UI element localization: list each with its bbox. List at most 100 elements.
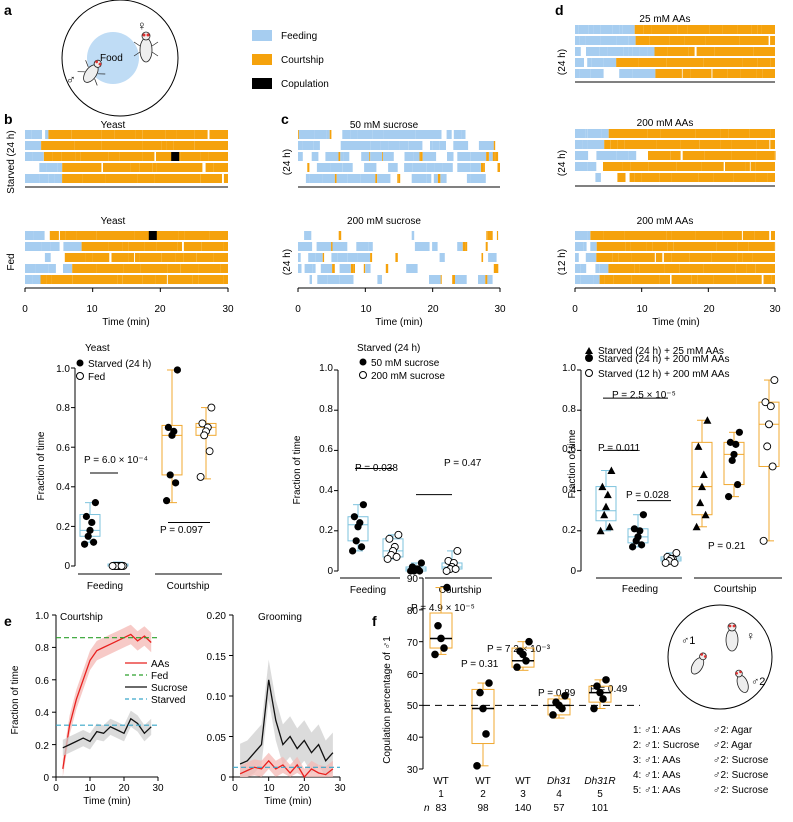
box-f-condition-number: 2	[480, 789, 486, 800]
raster-segment	[703, 58, 717, 67]
box-c-group-1: Courtship	[439, 585, 482, 596]
box-f-ylabel: Copulation percentage of ♂1	[382, 636, 393, 764]
raster-segment	[334, 174, 337, 183]
raster-segment	[360, 174, 376, 183]
raster-segment	[659, 275, 670, 284]
raster-segment	[725, 162, 746, 171]
raster-c-top-title: 50 mM sucrose	[350, 120, 419, 131]
raster-segment	[651, 25, 678, 34]
raster-segment	[25, 275, 33, 284]
raster-segment	[575, 58, 584, 67]
box-b-ytick-0: 0	[64, 561, 70, 572]
raster-segment	[40, 275, 47, 284]
raster-segment	[755, 173, 768, 182]
raster-d-mid-side: (24 h)	[557, 150, 568, 176]
raster-d-tick-10: 10	[636, 304, 648, 315]
raster-segment	[481, 163, 484, 172]
box-d-point	[770, 376, 779, 384]
raster-segment	[616, 58, 639, 67]
box-d-point	[670, 559, 679, 567]
raster-segment	[737, 25, 752, 34]
box-f-box	[471, 688, 495, 745]
raster-segment	[742, 253, 753, 262]
raster-segment	[596, 242, 620, 251]
raster-segment	[426, 163, 435, 172]
raster-segment	[309, 275, 312, 284]
raster-segment	[666, 231, 672, 240]
raster-segment	[604, 275, 614, 284]
raster-segment	[46, 163, 58, 172]
raster-segment	[770, 58, 775, 67]
raster-segment	[641, 173, 660, 182]
raster-segment	[630, 162, 649, 171]
box-b-legend-filled-marker	[76, 359, 84, 367]
box-f-point	[602, 676, 610, 684]
raster-segment	[575, 162, 588, 171]
raster-segment	[156, 163, 163, 172]
raster-segment	[48, 174, 55, 183]
raster-segment	[760, 36, 769, 45]
raster-segment	[485, 242, 488, 251]
raster-segment	[49, 141, 75, 150]
raster-segment	[589, 36, 601, 45]
raster-segment	[720, 140, 732, 149]
raster-segment	[622, 162, 630, 171]
raster-segment	[315, 253, 323, 262]
raster-segment	[465, 242, 468, 251]
raster-segment	[298, 152, 303, 161]
raster-segment	[447, 152, 454, 161]
raster-segment	[585, 36, 589, 45]
box-d-point	[761, 398, 770, 407]
arena-f-female-label: ♀	[746, 629, 755, 643]
raster-segment	[492, 152, 495, 161]
raster-segment	[587, 129, 593, 138]
panel-f-letter: f	[372, 613, 377, 629]
box-c-point	[358, 543, 366, 551]
raster-segment	[189, 163, 203, 172]
raster-segment	[634, 140, 657, 149]
raster-segment	[770, 129, 775, 138]
arena-a: Food ♀ ♂	[61, 0, 179, 117]
raster-segment	[117, 275, 123, 284]
box-d-point	[598, 482, 607, 491]
line-e1-xlabel: Time (min)	[83, 796, 130, 807]
raster-segment	[437, 174, 441, 183]
raster-segment	[575, 253, 579, 262]
raster-segment	[727, 69, 741, 78]
box-f-condition-number: 1	[438, 789, 444, 800]
raster-segment	[156, 152, 181, 161]
raster-segment	[350, 264, 354, 273]
raster-segment	[599, 264, 609, 273]
box-c-ylabel: Fraction of time	[292, 435, 303, 504]
raster-segment	[377, 275, 382, 284]
line-e1-legend-3: Starved	[151, 695, 185, 706]
box-c-point	[407, 567, 415, 575]
raster-segment	[180, 264, 199, 273]
box-f-point	[599, 695, 607, 703]
raster-segment	[200, 152, 209, 161]
raster-segment	[633, 69, 642, 78]
raster-segment	[470, 152, 487, 161]
raster-segment	[142, 141, 162, 150]
raster-segment	[575, 231, 588, 240]
box-d-point	[698, 482, 706, 491]
raster-segment	[309, 174, 323, 183]
box-d-box	[595, 486, 617, 522]
line-e1-line-aas	[62, 633, 152, 769]
raster-segment	[327, 275, 340, 284]
raster-segment	[25, 264, 36, 273]
raster-segment	[338, 152, 341, 161]
raster-segment	[25, 242, 28, 251]
raster-segment	[596, 253, 613, 262]
raster-segment	[608, 129, 620, 138]
box-f-point	[473, 762, 481, 770]
raster-segment	[752, 25, 758, 34]
raster-segment	[750, 162, 756, 171]
raster-segment	[580, 264, 587, 273]
raster-segment	[714, 47, 730, 56]
box-d-point	[638, 541, 646, 549]
box-f-pvalue-0: P = 4.9 × 10⁻⁵	[411, 603, 475, 614]
raster-segment	[82, 163, 102, 172]
box-b-point	[91, 499, 99, 507]
raster-segment	[682, 151, 692, 160]
